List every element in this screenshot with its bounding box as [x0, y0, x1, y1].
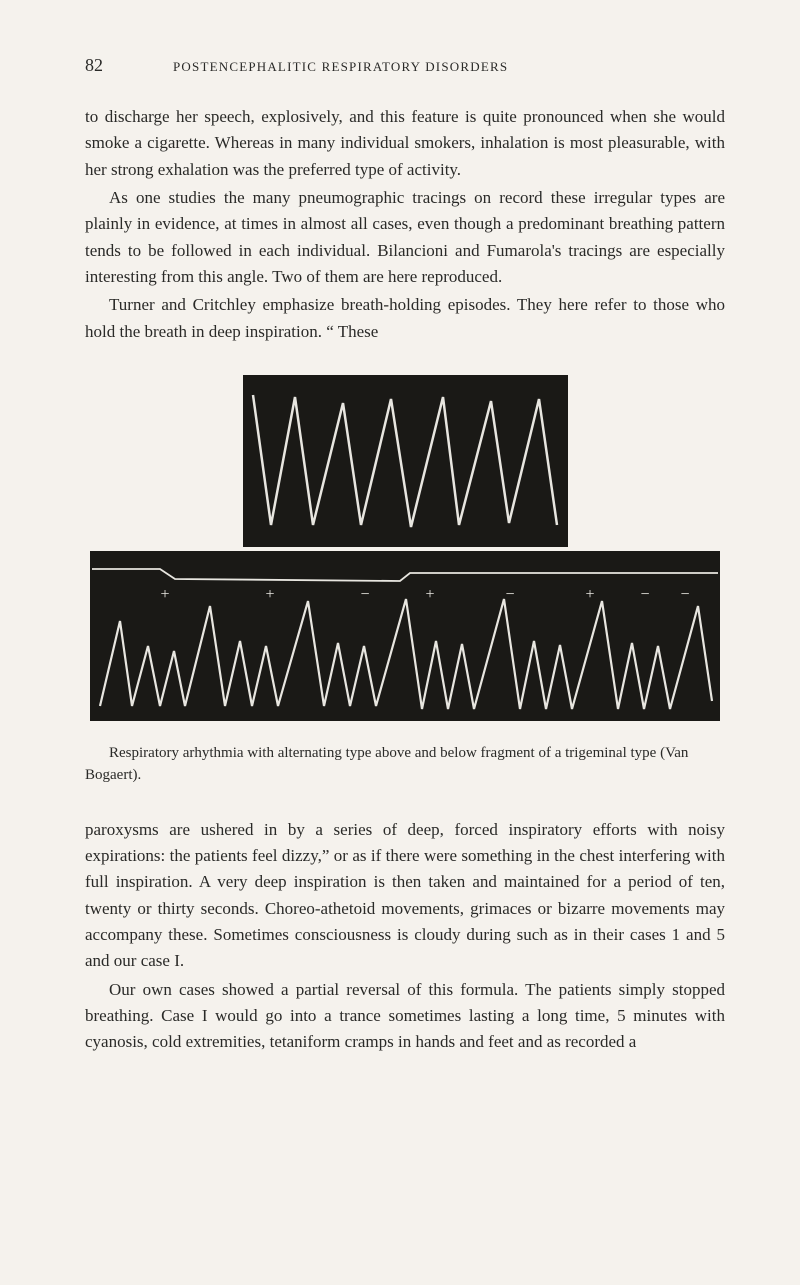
tracing-top-svg	[243, 375, 568, 547]
tracing-bottom-baseline	[92, 569, 718, 581]
tracing-mark: −	[680, 586, 689, 603]
tracing-mark: +	[585, 586, 594, 603]
tracing-mark: −	[505, 586, 514, 603]
paragraph-5: Our own cases showed a partial reversal …	[85, 977, 725, 1056]
body-text-lower: paroxysms are ushered in by a series of …	[85, 817, 725, 1056]
tracing-bottom-wave	[100, 599, 712, 709]
tracing-mark: +	[265, 586, 274, 603]
page-number: 82	[85, 55, 103, 76]
figure-container: + + − + − + − −	[85, 375, 725, 721]
page-header: 82 POSTENCEPHALITIC RESPIRATORY DISORDER…	[85, 55, 725, 76]
tracing-mark: −	[360, 586, 369, 603]
paragraph-4: paroxysms are ushered in by a series of …	[85, 817, 725, 975]
tracing-mark: +	[425, 586, 434, 603]
tracing-bottom: + + − + − + − −	[90, 551, 720, 721]
figure-caption: Respiratory arhythmia with alternating t…	[85, 743, 725, 787]
running-title: POSTENCEPHALITIC RESPIRATORY DISORDERS	[173, 59, 508, 75]
tracing-mark: −	[640, 586, 649, 603]
tracing-mark: +	[160, 586, 169, 603]
paragraph-3: Turner and Critchley emphasize breath-ho…	[85, 292, 725, 345]
tracing-marks: + + − + − + − −	[160, 586, 689, 603]
paragraph-2: As one studies the many pneumographic tr…	[85, 185, 725, 290]
tracing-bottom-svg: + + − + − + − −	[90, 551, 720, 721]
body-text-upper: to discharge her speech, explosively, an…	[85, 104, 725, 345]
tracing-top-wave	[253, 395, 557, 527]
paragraph-1: to discharge her speech, explosively, an…	[85, 104, 725, 183]
tracing-top	[243, 375, 568, 547]
